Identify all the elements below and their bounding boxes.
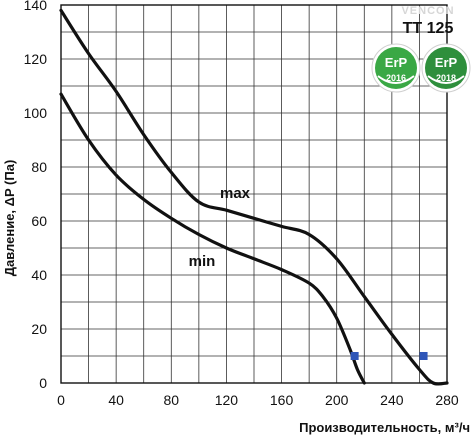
brand-watermark: VENCON bbox=[401, 5, 454, 17]
x-tick-label: 40 bbox=[108, 392, 124, 408]
plot-frame bbox=[60, 4, 448, 384]
erp-2016-badge-year: 2016 bbox=[386, 73, 406, 83]
y-tick-label: 60 bbox=[31, 213, 47, 229]
y-tick-label: 140 bbox=[24, 0, 48, 13]
curve-labels: max min bbox=[189, 185, 251, 270]
y-tick-label: 0 bbox=[39, 375, 47, 391]
curve-label-min: min bbox=[189, 253, 216, 270]
x-tick-label: 200 bbox=[325, 392, 349, 408]
x-tick-labels: 0 40 80 120 160 200 240 280 bbox=[57, 392, 459, 408]
curves bbox=[59, 8, 449, 386]
y-tick-label: 80 bbox=[31, 159, 47, 175]
erp-2018-badge-year: 2018 bbox=[436, 73, 456, 83]
x-tick-label: 120 bbox=[215, 392, 239, 408]
y-tick-label: 120 bbox=[24, 51, 48, 67]
model-title: TT 125 bbox=[403, 20, 454, 37]
x-tick-label: 240 bbox=[380, 392, 404, 408]
y-tick-labels: 0 20 40 60 80 100 120 140 bbox=[24, 0, 48, 391]
x-tick-label: 80 bbox=[163, 392, 179, 408]
marker-max bbox=[419, 352, 428, 360]
markers bbox=[350, 352, 428, 360]
y-axis-title: Давление, ΔP (Па) bbox=[2, 160, 17, 277]
x-axis-title: Производительность, м³/ч bbox=[299, 420, 470, 435]
curve-min bbox=[59, 92, 366, 385]
curve-max bbox=[59, 8, 449, 386]
x-tick-label: 280 bbox=[435, 392, 459, 408]
erp-2018-badge-label: ErP bbox=[435, 55, 458, 70]
y-tick-label: 100 bbox=[24, 105, 48, 121]
erp-2016-badge: ErP 2016 bbox=[371, 43, 421, 93]
curve-label-max: max bbox=[220, 185, 251, 202]
x-tick-label: 0 bbox=[57, 392, 65, 408]
x-tick-label: 160 bbox=[270, 392, 294, 408]
marker-min bbox=[350, 352, 359, 360]
erp-2016-badge-label: ErP bbox=[385, 55, 408, 70]
y-tick-label: 40 bbox=[31, 267, 47, 283]
y-tick-label: 20 bbox=[31, 321, 47, 337]
erp-2018-badge: ErP 2018 bbox=[421, 43, 471, 93]
